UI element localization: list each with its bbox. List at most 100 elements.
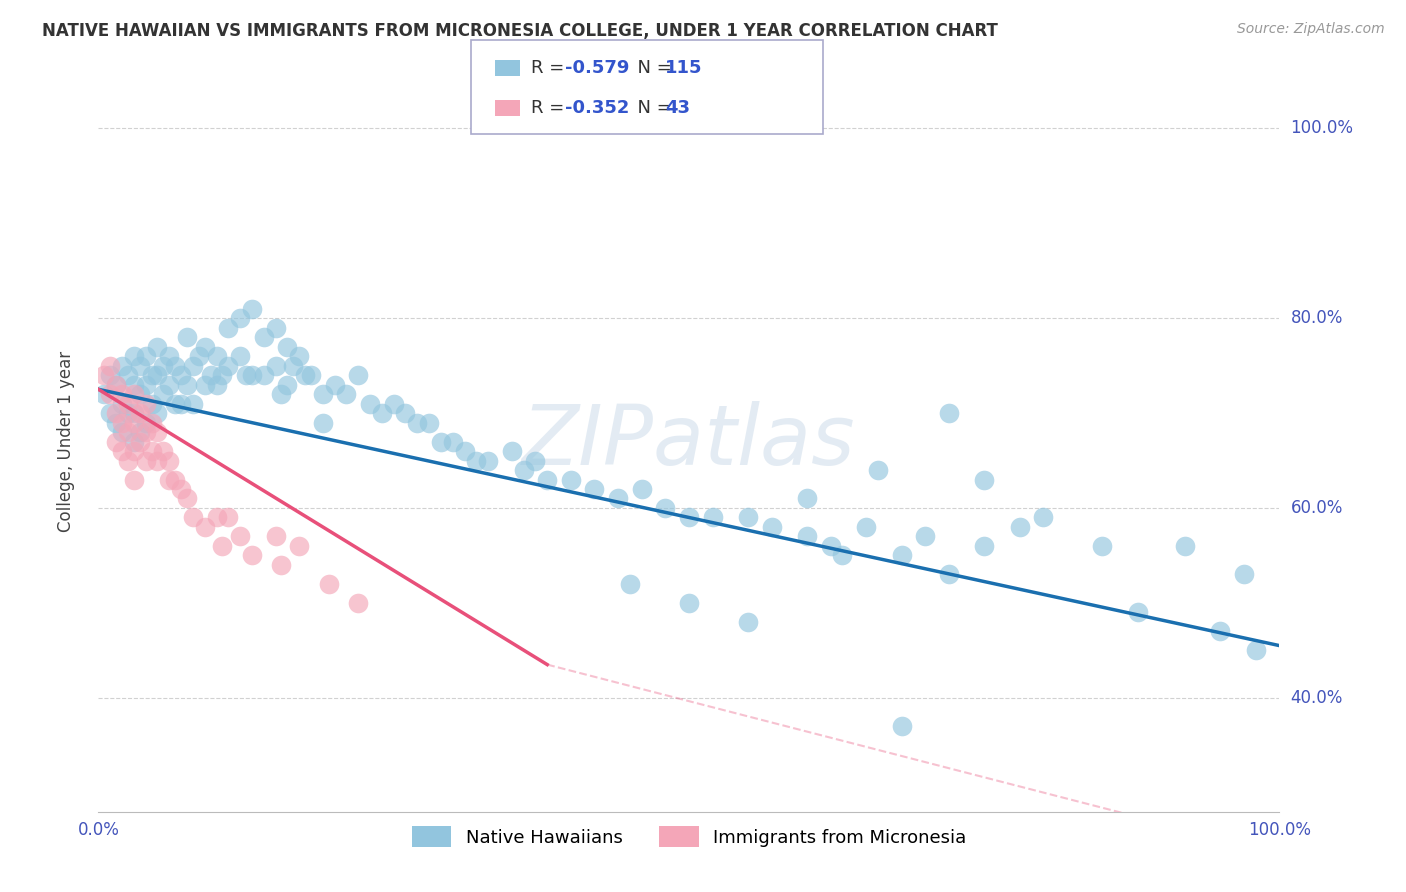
Point bbox=[176, 330, 198, 344]
Point bbox=[418, 416, 440, 430]
Text: Source: ZipAtlas.com: Source: ZipAtlas.com bbox=[1237, 22, 1385, 37]
Point bbox=[583, 482, 606, 496]
Point bbox=[855, 520, 877, 534]
Point bbox=[235, 368, 257, 383]
Point bbox=[465, 453, 488, 467]
Point bbox=[165, 473, 187, 487]
Point bbox=[146, 406, 169, 420]
Point bbox=[866, 463, 889, 477]
Point bbox=[111, 359, 134, 373]
Point bbox=[1233, 567, 1256, 582]
Point bbox=[347, 368, 370, 383]
Point bbox=[211, 368, 233, 383]
Point bbox=[105, 434, 128, 449]
Point bbox=[152, 444, 174, 458]
Text: -0.579: -0.579 bbox=[565, 60, 630, 78]
Point bbox=[187, 349, 209, 363]
Text: 60.0%: 60.0% bbox=[1291, 499, 1343, 517]
Point bbox=[194, 340, 217, 354]
Point bbox=[128, 387, 150, 401]
Point bbox=[318, 577, 340, 591]
Point bbox=[135, 396, 157, 410]
Point bbox=[117, 453, 139, 467]
Point bbox=[477, 453, 499, 467]
Point bbox=[181, 359, 204, 373]
Point bbox=[105, 377, 128, 392]
Point bbox=[122, 473, 145, 487]
Point bbox=[170, 396, 193, 410]
Point bbox=[146, 340, 169, 354]
Text: 80.0%: 80.0% bbox=[1291, 310, 1343, 327]
Point bbox=[135, 425, 157, 439]
Point bbox=[117, 368, 139, 383]
Point bbox=[146, 425, 169, 439]
Point bbox=[737, 615, 759, 629]
Point bbox=[170, 368, 193, 383]
Point bbox=[105, 406, 128, 420]
Point bbox=[524, 453, 547, 467]
Point bbox=[157, 349, 180, 363]
Point bbox=[264, 529, 287, 543]
Text: R =: R = bbox=[531, 99, 571, 117]
Point bbox=[630, 482, 652, 496]
Point bbox=[122, 444, 145, 458]
Point bbox=[536, 473, 558, 487]
Point bbox=[157, 377, 180, 392]
Point bbox=[122, 387, 145, 401]
Point bbox=[973, 539, 995, 553]
Point bbox=[211, 539, 233, 553]
Point bbox=[312, 416, 335, 430]
Point bbox=[157, 453, 180, 467]
Point bbox=[761, 520, 783, 534]
Point bbox=[205, 377, 228, 392]
Point bbox=[117, 396, 139, 410]
Point bbox=[170, 482, 193, 496]
Point bbox=[702, 510, 724, 524]
Point bbox=[205, 349, 228, 363]
Point bbox=[128, 406, 150, 420]
Point bbox=[200, 368, 222, 383]
Point bbox=[1126, 606, 1149, 620]
Point bbox=[323, 377, 346, 392]
Point bbox=[240, 549, 263, 563]
Text: 100.0%: 100.0% bbox=[1291, 120, 1354, 137]
Point bbox=[288, 349, 311, 363]
Point bbox=[240, 368, 263, 383]
Point bbox=[141, 368, 163, 383]
Text: N =: N = bbox=[626, 60, 678, 78]
Point bbox=[176, 377, 198, 392]
Legend: Native Hawaiians, Immigrants from Micronesia: Native Hawaiians, Immigrants from Micron… bbox=[405, 819, 973, 855]
Point bbox=[165, 359, 187, 373]
Point bbox=[276, 377, 298, 392]
Point bbox=[217, 510, 239, 524]
Point bbox=[394, 406, 416, 420]
Point bbox=[111, 444, 134, 458]
Point bbox=[820, 539, 842, 553]
Text: 43: 43 bbox=[665, 99, 690, 117]
Point bbox=[441, 434, 464, 449]
Point bbox=[264, 359, 287, 373]
Point bbox=[117, 406, 139, 420]
Point bbox=[737, 510, 759, 524]
Point bbox=[1174, 539, 1197, 553]
Point bbox=[194, 520, 217, 534]
Point bbox=[141, 416, 163, 430]
Point bbox=[98, 387, 121, 401]
Point bbox=[98, 406, 121, 420]
Point bbox=[141, 444, 163, 458]
Point bbox=[128, 359, 150, 373]
Point bbox=[270, 558, 292, 572]
Point bbox=[253, 330, 276, 344]
Point bbox=[135, 453, 157, 467]
Point bbox=[283, 359, 305, 373]
Point bbox=[157, 473, 180, 487]
Point bbox=[294, 368, 316, 383]
Point bbox=[240, 301, 263, 316]
Point bbox=[146, 453, 169, 467]
Point bbox=[359, 396, 381, 410]
Point bbox=[335, 387, 357, 401]
Text: -0.352: -0.352 bbox=[565, 99, 630, 117]
Point bbox=[176, 491, 198, 506]
Point bbox=[122, 377, 145, 392]
Point bbox=[270, 387, 292, 401]
